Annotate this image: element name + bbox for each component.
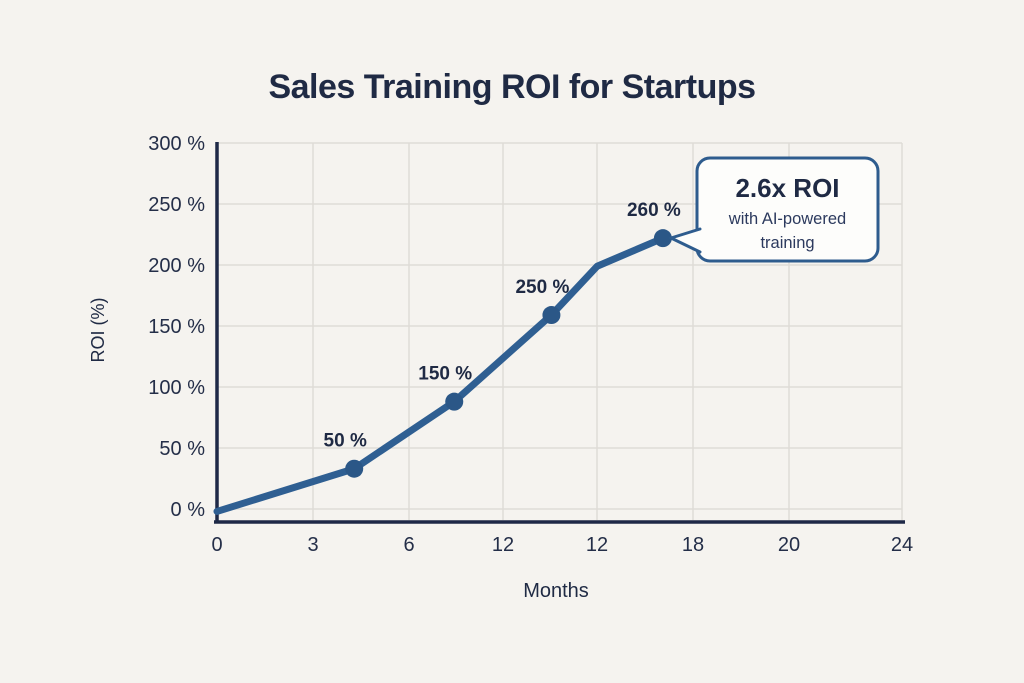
x-tick-label: 18 xyxy=(682,534,704,556)
x-tick-label: 20 xyxy=(778,534,800,556)
x-axis-title: Months xyxy=(523,580,589,602)
x-tick-label: 6 xyxy=(403,534,414,556)
callout-tail xyxy=(671,229,700,252)
data-point-dot xyxy=(345,459,364,478)
y-tick-label: 250 % xyxy=(148,194,205,216)
callout-box xyxy=(695,156,880,263)
data-point-dot xyxy=(445,392,464,411)
y-tick-labels: 0 % 50 % 100 % 150 % 200 % 250 % 300 % xyxy=(148,133,205,521)
data-point-dot xyxy=(542,306,561,325)
y-tick-label: 300 % xyxy=(148,133,205,155)
callout-headline: 2.6x ROI xyxy=(735,173,839,203)
data-point-dot xyxy=(653,229,672,248)
callout-tail-edge-bottom xyxy=(669,236,702,254)
x-tick-label: 0 xyxy=(211,534,222,556)
y-tick-label: 150 % xyxy=(148,316,205,338)
x-tick-label: 12 xyxy=(492,534,514,556)
y-axis-title: ROI (%) xyxy=(88,298,108,363)
roi-line xyxy=(213,234,667,515)
callout-subline-2: training xyxy=(760,234,814,252)
data-points: 50 % 150 % 250 % 260 % xyxy=(324,200,681,478)
data-point-label: 150 % xyxy=(418,364,472,385)
y-tick-label: 200 % xyxy=(148,255,205,277)
x-tick-label: 12 xyxy=(586,534,608,556)
chart-title: Sales Training ROI for Startups xyxy=(268,68,756,106)
y-tick-label: 0 % xyxy=(171,499,206,521)
callout: 2.6x ROI with AI-powered training xyxy=(669,156,880,263)
y-tick-label: 50 % xyxy=(159,438,205,460)
x-tick-label: 24 xyxy=(891,534,913,556)
x-tick-labels: 0 3 6 12 12 18 20 24 xyxy=(211,534,913,556)
x-tick-label: 3 xyxy=(307,534,318,556)
callout-subline-1: with AI-powered xyxy=(728,210,846,228)
data-point-label: 250 % xyxy=(515,277,569,298)
data-point-label: 260 % xyxy=(627,200,681,221)
data-point-label: 50 % xyxy=(324,431,367,452)
y-tick-label: 100 % xyxy=(148,377,205,399)
callout-tail-edge-top xyxy=(669,227,702,240)
